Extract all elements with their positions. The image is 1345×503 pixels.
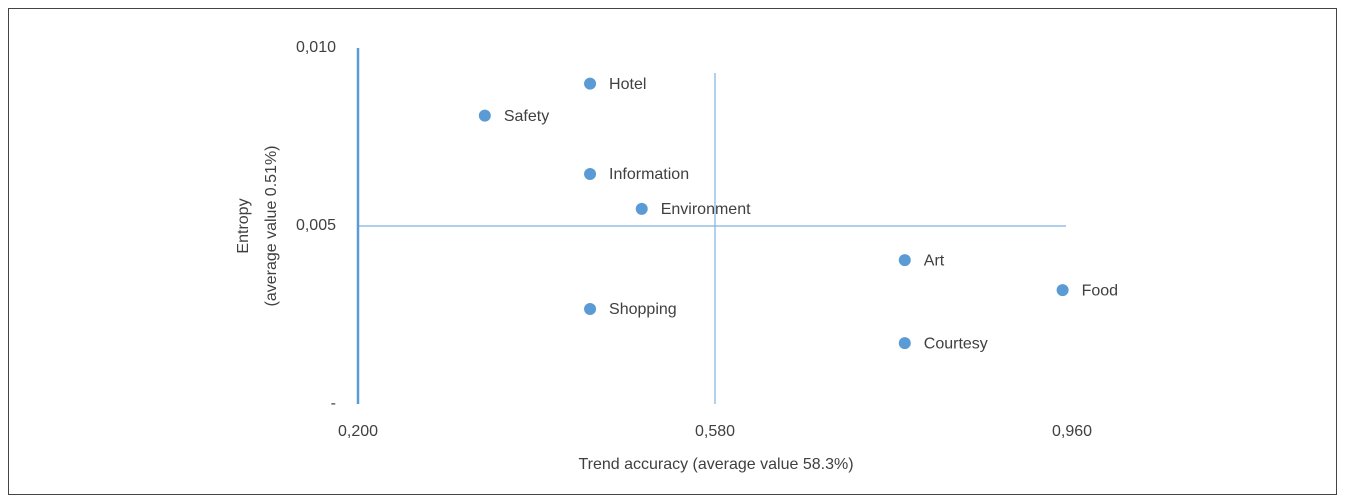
x-axis-title: Trend accuracy (average value 58.3%) xyxy=(578,456,853,473)
frame xyxy=(8,8,1337,495)
point-label: Shopping xyxy=(609,301,677,318)
y-tick-label: 0,005 xyxy=(296,217,336,234)
y-tick-label: - xyxy=(331,395,336,412)
point-label: Food xyxy=(1082,282,1118,299)
point xyxy=(478,109,491,122)
point-label: Art xyxy=(924,252,945,269)
point xyxy=(584,77,597,90)
y-tick-label: 0,010 xyxy=(296,39,336,56)
point-label: Hotel xyxy=(609,76,646,93)
x-tick-label: 0,200 xyxy=(338,423,378,440)
y-axis-title-line: (average value 0.51%) xyxy=(263,146,280,307)
point-label: Courtesy xyxy=(924,335,988,352)
point xyxy=(1056,284,1069,297)
point xyxy=(635,202,648,215)
point-label: Safety xyxy=(504,108,549,125)
x-tick-label: 0,960 xyxy=(1052,423,1092,440)
point xyxy=(584,168,597,181)
y-axis-title-line: Entropy xyxy=(235,198,252,253)
point-label: Environment xyxy=(661,201,751,218)
point xyxy=(898,254,911,267)
point xyxy=(898,337,911,350)
point xyxy=(584,302,597,315)
point-label: Information xyxy=(609,166,689,183)
x-tick-label: 0,580 xyxy=(695,423,735,440)
y-axis-title: Entropy (average value 0.51%) xyxy=(235,146,280,307)
